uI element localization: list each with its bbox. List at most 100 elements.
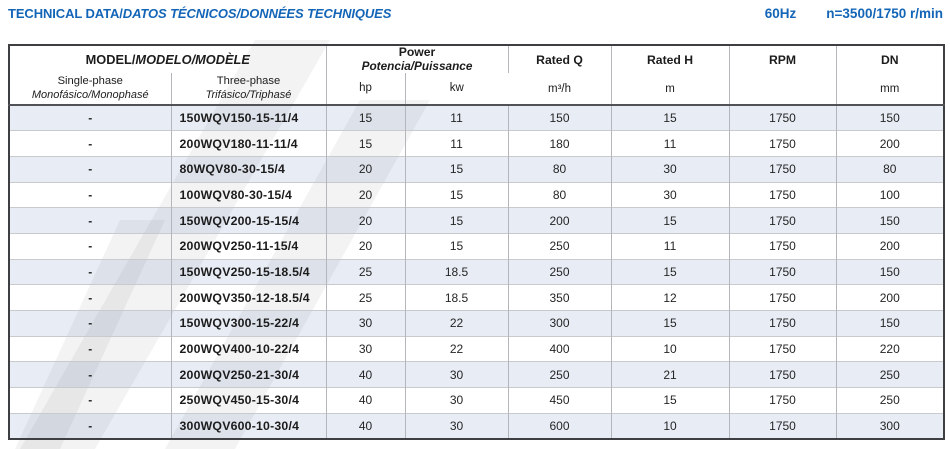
cell-hp: 20 bbox=[326, 181, 406, 208]
cell-dn: 250 bbox=[836, 387, 945, 414]
cell-dn: 150 bbox=[836, 258, 945, 285]
frequency-label: 60Hz bbox=[764, 6, 797, 21]
header-power-group: Power Potencia/Puissance bbox=[326, 45, 509, 73]
cell-rpm: 1750 bbox=[729, 284, 837, 311]
cell-single-phase: - bbox=[9, 130, 172, 157]
cell-dn: 150 bbox=[836, 104, 945, 131]
cell-kw: 15 bbox=[405, 181, 509, 208]
header-model-main: MODEL/ bbox=[85, 52, 136, 67]
cell-hp: 40 bbox=[326, 387, 406, 414]
header-rated-h-unit: m bbox=[665, 83, 675, 95]
cell-dn: 100 bbox=[836, 181, 945, 208]
cell-dn: 200 bbox=[836, 284, 945, 311]
cell-kw: 22 bbox=[405, 310, 509, 337]
cell-model: 80WQV80-30-15/4 bbox=[171, 155, 327, 183]
cell-hp: 40 bbox=[326, 412, 406, 439]
cell-rated-q: 250 bbox=[508, 258, 612, 285]
cell-model: 200WQV400-10-22/4 bbox=[171, 335, 327, 362]
cell-rated-h: 11 bbox=[611, 232, 730, 260]
table-row: - 150WQV300-15-22/4 30 22 300 15 1750 15… bbox=[9, 310, 945, 337]
header-three-phase-translations: Trifásico/Triphasé bbox=[205, 88, 292, 101]
cell-rated-q: 250 bbox=[508, 232, 612, 260]
header-rpm-unit bbox=[730, 83, 836, 96]
cell-single-phase: - bbox=[9, 335, 172, 362]
cell-rated-h: 15 bbox=[611, 207, 730, 234]
cell-rpm: 1750 bbox=[729, 335, 837, 362]
cell-single-phase: - bbox=[9, 387, 172, 414]
cell-rated-q: 450 bbox=[508, 387, 612, 414]
cell-kw: 15 bbox=[405, 155, 509, 183]
cell-rpm: 1750 bbox=[729, 258, 837, 285]
cell-kw: 18.5 bbox=[405, 284, 509, 311]
cell-rpm: 1750 bbox=[729, 310, 837, 337]
table-row: - 150WQV250-15-18.5/4 25 18.5 250 15 175… bbox=[9, 258, 945, 285]
header-three-phase: Three-phase Trifásico/Triphasé bbox=[171, 73, 327, 106]
page-header: TECHNICAL DATA/DATOS TÉCNICOS/DONNÉES TE… bbox=[8, 6, 943, 21]
cell-kw: 11 bbox=[405, 130, 509, 157]
header-dn: DN mm bbox=[836, 45, 945, 106]
speed-label: n=3500/1750 r/min bbox=[826, 6, 943, 21]
cell-kw: 18.5 bbox=[405, 258, 509, 285]
cell-dn: 150 bbox=[836, 310, 945, 337]
cell-rated-q: 600 bbox=[508, 412, 612, 439]
cell-rpm: 1750 bbox=[729, 130, 837, 157]
table-row: - 250WQV450-15-30/4 40 30 450 15 1750 25… bbox=[9, 387, 945, 414]
header-rated-q-unit: m³/h bbox=[548, 83, 572, 95]
page-title-translations: DATOS TÉCNICOS/DONNÉES TECHNIQUES bbox=[122, 6, 392, 21]
header-single-phase: Single-phase Monofásico/Monophasé bbox=[9, 73, 172, 106]
cell-single-phase: - bbox=[9, 155, 172, 183]
cell-model: 200WQV250-21-30/4 bbox=[171, 361, 327, 388]
cell-hp: 20 bbox=[326, 155, 406, 183]
header-hp: hp bbox=[326, 73, 406, 106]
header-model-group: MODEL/MODELO/MODÈLE bbox=[9, 45, 327, 73]
header-three-phase-en: Three-phase bbox=[216, 75, 281, 88]
cell-kw: 30 bbox=[405, 361, 509, 388]
cell-model: 150WQV150-15-11/4 bbox=[171, 104, 327, 131]
table-row: - 200WQV250-21-30/4 40 30 250 21 1750 25… bbox=[9, 361, 945, 388]
table-row: - 150WQV200-15-15/4 20 15 200 15 1750 15… bbox=[9, 207, 945, 234]
cell-kw: 15 bbox=[405, 207, 509, 234]
cell-dn: 150 bbox=[836, 207, 945, 234]
cell-rated-h: 15 bbox=[611, 310, 730, 337]
page-title-main: TECHNICAL DATA/ bbox=[8, 6, 123, 21]
page-title: TECHNICAL DATA/DATOS TÉCNICOS/DONNÉES TE… bbox=[8, 6, 391, 21]
cell-kw: 30 bbox=[405, 412, 509, 439]
cell-hp: 20 bbox=[326, 207, 406, 234]
cell-rpm: 1750 bbox=[729, 232, 837, 260]
header-model-translations: MODELO/MODÈLE bbox=[135, 52, 250, 67]
cell-model: 300WQV600-10-30/4 bbox=[171, 412, 327, 439]
cell-single-phase: - bbox=[9, 181, 172, 208]
cell-rated-h: 11 bbox=[611, 130, 730, 157]
table-row: - 200WQV400-10-22/4 30 22 400 10 1750 22… bbox=[9, 335, 945, 362]
cell-model: 250WQV450-15-30/4 bbox=[171, 387, 327, 414]
cell-dn: 200 bbox=[836, 232, 945, 260]
cell-single-phase: - bbox=[9, 232, 172, 260]
cell-kw: 11 bbox=[405, 104, 509, 131]
cell-hp: 20 bbox=[326, 232, 406, 260]
table-row: - 200WQV180-11-11/4 15 11 180 11 1750 20… bbox=[9, 130, 945, 157]
header-rpm-label: RPM bbox=[768, 53, 797, 67]
cell-rated-h: 15 bbox=[611, 104, 730, 131]
cell-rated-h: 21 bbox=[611, 361, 730, 388]
cell-model: 200WQV250-11-15/4 bbox=[171, 232, 327, 260]
cell-kw: 30 bbox=[405, 387, 509, 414]
table-row: - 200WQV350-12-18.5/4 25 18.5 350 12 175… bbox=[9, 284, 945, 311]
spec-labels: 60Hz n=3500/1750 r/min bbox=[765, 6, 943, 21]
header-kw: kw bbox=[405, 73, 509, 106]
cell-single-phase: - bbox=[9, 412, 172, 439]
header-rpm: RPM bbox=[729, 45, 837, 106]
header-power-label: Power bbox=[398, 45, 436, 60]
cell-dn: 250 bbox=[836, 361, 945, 388]
cell-kw: 15 bbox=[405, 232, 509, 260]
header-single-phase-translations: Monofásico/Monophasé bbox=[31, 88, 149, 101]
cell-model: 150WQV250-15-18.5/4 bbox=[171, 258, 327, 285]
cell-rated-h: 30 bbox=[611, 181, 730, 208]
cell-single-phase: - bbox=[9, 104, 172, 131]
cell-rated-q: 180 bbox=[508, 130, 612, 157]
cell-rated-h: 15 bbox=[611, 387, 730, 414]
cell-rpm: 1750 bbox=[729, 155, 837, 183]
cell-rated-h: 10 bbox=[611, 335, 730, 362]
cell-model: 200WQV350-12-18.5/4 bbox=[171, 284, 327, 311]
cell-hp: 25 bbox=[326, 284, 406, 311]
cell-rated-q: 350 bbox=[508, 284, 612, 311]
